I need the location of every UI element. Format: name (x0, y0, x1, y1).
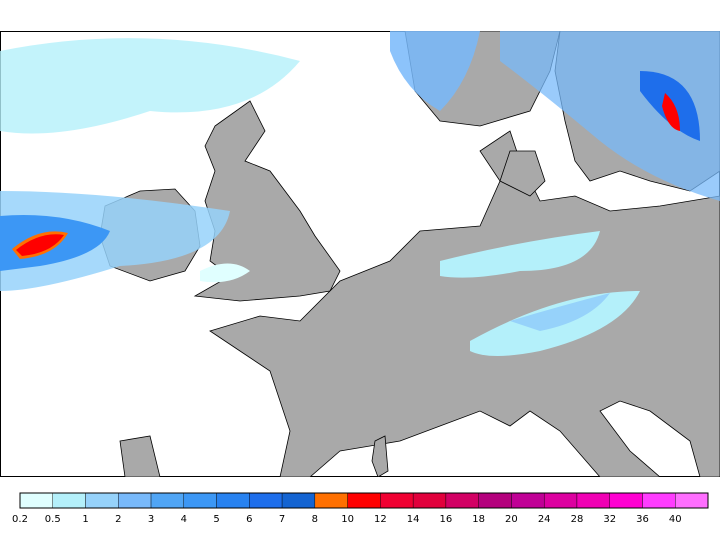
precipitation-map (0, 31, 720, 477)
legend-label: 32 (603, 514, 616, 525)
legend-label: 14 (407, 514, 420, 525)
sardinia (119, 435, 161, 477)
precip-area (0, 38, 300, 134)
legend-swatch (150, 492, 185, 509)
precip-area (200, 263, 250, 283)
legend-label: 12 (374, 514, 387, 525)
legend-label: 1 (82, 514, 88, 525)
legend-label: 28 (571, 514, 584, 525)
legend-label: 16 (440, 514, 453, 525)
legend-swatch (445, 492, 479, 509)
legend-label: 24 (538, 514, 551, 525)
legend-label: 18 (472, 514, 485, 525)
legend-swatch (314, 492, 348, 509)
legend-label: 8 (312, 514, 318, 525)
precip-area (390, 31, 480, 111)
precip-area (440, 231, 600, 278)
corsica (371, 435, 389, 477)
legend-swatch (249, 492, 283, 509)
legend-swatch (85, 492, 119, 509)
legend-swatch (118, 492, 152, 509)
legend-swatch (19, 492, 53, 509)
legend-swatch (216, 492, 250, 509)
legend-swatch (52, 492, 86, 509)
legend-swatch (543, 492, 578, 509)
precip-area (510, 293, 610, 331)
legend-label: 40 (669, 514, 682, 525)
legend-label: 7 (279, 514, 285, 525)
legend-swatch (281, 492, 316, 509)
legend-border (19, 492, 709, 509)
legend-label: 0.5 (45, 514, 61, 525)
legend-swatch (183, 492, 217, 509)
precipitation-areas (0, 31, 720, 356)
legend-label: 2 (115, 514, 121, 525)
continent (209, 130, 720, 477)
legend-swatch (642, 492, 676, 509)
precip-area (0, 191, 230, 291)
legend-swatch (675, 492, 709, 509)
great-britain (193, 100, 341, 302)
legend-swatch (380, 492, 414, 509)
legend-swatch (347, 492, 381, 509)
legend-label: 20 (505, 514, 518, 525)
legend-label: 3 (148, 514, 154, 525)
color-scale-legend: 0.2 0.5 1 2 3 4 5 6 7 8 10 12 14 16 18 20 24 28 32 36 40 (12, 492, 709, 525)
legend-label: 0.2 (12, 514, 28, 525)
precip-area (16, 234, 64, 256)
legend-swatch (412, 492, 447, 509)
legend-label: 10 (341, 514, 354, 525)
legend-label: 36 (636, 514, 649, 525)
legend-swatch (609, 492, 643, 509)
legend-swatch (511, 492, 545, 509)
legend-label: 6 (246, 514, 252, 525)
legend-swatch (478, 492, 512, 509)
legend-label: 4 (181, 514, 187, 525)
denmark (499, 150, 546, 197)
precip-area (500, 31, 720, 201)
precip-area (662, 93, 680, 131)
legend-swatch (576, 492, 610, 509)
legend-label: 5 (213, 514, 219, 525)
